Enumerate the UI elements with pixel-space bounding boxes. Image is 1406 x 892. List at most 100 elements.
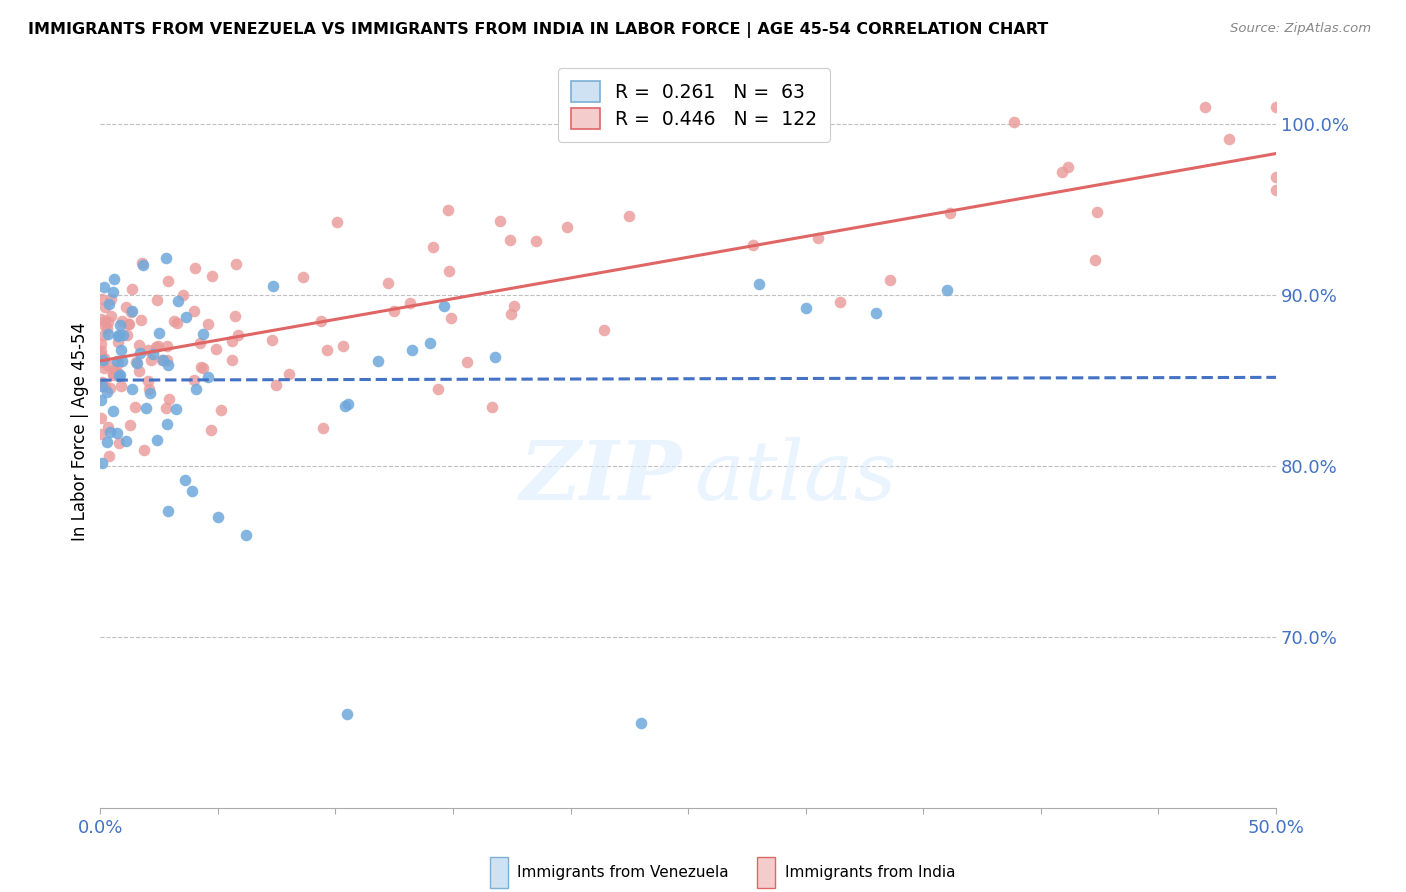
Point [90, 355, 112, 369]
Text: IMMIGRANTS FROM VENEZUELA VS IMMIGRANTS FROM INDIA IN LABOR FORCE | AGE 45-54 CO: IMMIGRANTS FROM VENEZUELA VS IMMIGRANTS … [28, 22, 1049, 38]
Point [145, 340, 167, 354]
Point [156, 417, 179, 431]
Point [1218, 131, 1240, 145]
Point [108, 368, 131, 382]
Text: atlas: atlas [695, 437, 897, 517]
Point [120, 305, 142, 319]
Point [98, 425, 121, 440]
Point [139, 386, 162, 401]
Point [117, 318, 139, 332]
Point [156, 352, 179, 367]
Point [152, 353, 174, 368]
Point [332, 339, 354, 353]
Point [325, 215, 347, 229]
Point [94, 379, 117, 393]
Point [437, 264, 460, 278]
Point [110, 343, 132, 357]
Point [103, 403, 125, 417]
Point [180, 484, 202, 499]
Point [103, 271, 125, 285]
Point [163, 314, 186, 328]
Point [107, 335, 129, 350]
Point [132, 258, 155, 272]
Point [172, 287, 194, 301]
Point [134, 443, 156, 458]
Point [128, 338, 150, 352]
Point [794, 301, 817, 315]
Point [128, 364, 150, 378]
Point [748, 277, 770, 291]
Point [278, 368, 301, 382]
Point [221, 352, 243, 367]
Point [98, 449, 121, 463]
Point [156, 339, 179, 353]
Point [93, 300, 115, 314]
Point [121, 383, 143, 397]
Point [111, 354, 134, 368]
Point [93, 280, 115, 294]
Point [174, 473, 197, 487]
Point [108, 436, 131, 450]
Point [207, 510, 229, 524]
Point [129, 312, 152, 326]
Point [121, 282, 143, 296]
Point [90, 343, 112, 358]
Point [422, 240, 444, 254]
Point [264, 377, 287, 392]
Point [115, 300, 138, 314]
Point [367, 354, 389, 368]
Point [111, 314, 134, 328]
Point [91, 378, 114, 392]
Point [93, 319, 115, 334]
Point [90, 392, 112, 407]
Point [174, 310, 197, 324]
Point [489, 214, 512, 228]
Point [100, 292, 122, 306]
Point [197, 318, 219, 332]
Point [879, 273, 901, 287]
Point [124, 400, 146, 414]
Point [96, 321, 118, 335]
Point [524, 235, 547, 249]
Point [110, 379, 132, 393]
Point [108, 318, 131, 332]
Point [150, 353, 173, 368]
Point [1194, 99, 1216, 113]
Point [103, 285, 125, 299]
Text: ZIP: ZIP [520, 437, 682, 517]
Point [433, 299, 456, 313]
Point [115, 434, 138, 448]
Y-axis label: In Labor Force | Age 45-54: In Labor Force | Age 45-54 [72, 322, 89, 541]
Point [90, 312, 112, 326]
Point [221, 334, 243, 349]
Point [146, 293, 169, 307]
Point [136, 343, 159, 357]
Point [309, 314, 332, 328]
Point [97, 326, 120, 341]
Point [224, 309, 246, 323]
Point [97, 358, 120, 372]
Point [104, 362, 127, 376]
Point [165, 402, 187, 417]
Point [336, 707, 359, 722]
Point [292, 269, 315, 284]
Point [200, 423, 222, 437]
Point [183, 373, 205, 387]
Point [146, 339, 169, 353]
Point [183, 303, 205, 318]
Point [437, 203, 460, 218]
Point [260, 333, 283, 347]
Point [91, 456, 114, 470]
Point [617, 209, 640, 223]
Point [146, 434, 169, 448]
Point [107, 356, 129, 370]
Point [93, 351, 115, 366]
Point [115, 327, 138, 342]
Point [204, 342, 226, 356]
Point [1057, 160, 1080, 174]
Point [135, 401, 157, 415]
Point [440, 310, 463, 325]
Point [166, 317, 188, 331]
Point [235, 527, 257, 541]
Point [108, 327, 131, 342]
